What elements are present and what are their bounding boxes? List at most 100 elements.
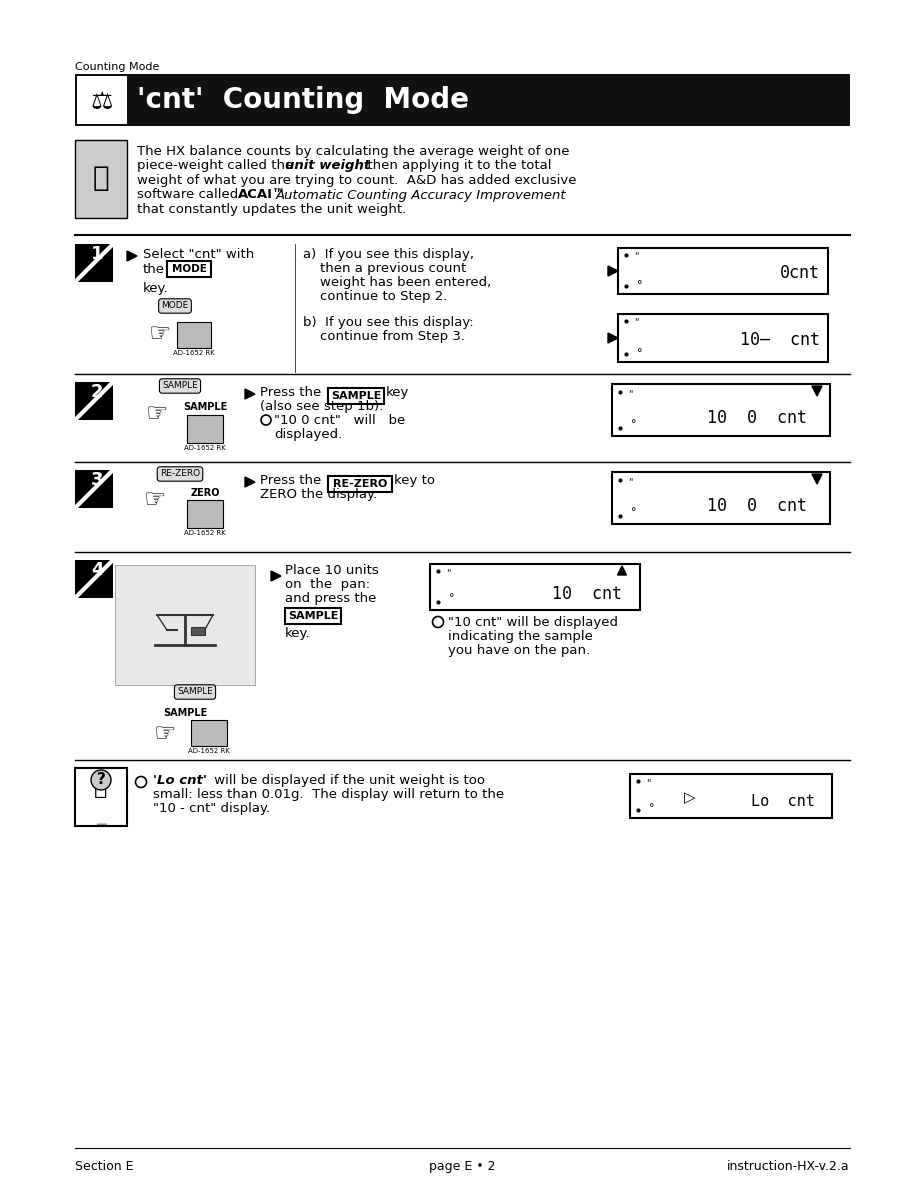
Text: Lo  cnt: Lo cnt (751, 794, 815, 809)
Text: 📋: 📋 (93, 164, 109, 192)
Circle shape (91, 770, 111, 790)
Bar (75, 140, 127, 219)
Text: 0cnt: 0cnt (780, 264, 820, 282)
Bar (191, 627, 205, 636)
Text: a)  If you see this display,: a) If you see this display, (303, 248, 474, 261)
Text: SAMPLE: SAMPLE (177, 688, 213, 696)
Bar (618, 314, 828, 362)
Text: MODE: MODE (172, 264, 207, 274)
Text: then a previous count: then a previous count (303, 263, 466, 274)
Text: ": " (628, 478, 633, 487)
Text: ❓: ❓ (95, 778, 107, 798)
Text: weight has been entered,: weight has been entered, (303, 276, 491, 289)
Text: SAMPLE: SAMPLE (330, 391, 381, 402)
Text: page E • 2: page E • 2 (429, 1159, 495, 1173)
Text: °: ° (637, 280, 643, 290)
Text: 10  0  cnt: 10 0 cnt (707, 497, 807, 516)
Text: (also see step 1b).: (also see step 1b). (260, 400, 383, 413)
Text: ☞: ☞ (149, 322, 171, 346)
Text: the: the (143, 263, 165, 276)
Text: ": " (633, 251, 638, 261)
Polygon shape (271, 571, 281, 581)
Bar (618, 248, 828, 293)
Bar (612, 384, 830, 436)
Text: 10–  cnt: 10– cnt (740, 331, 820, 349)
Bar (630, 775, 832, 819)
Text: °: ° (632, 507, 637, 517)
Text: Place 10 units: Place 10 units (285, 564, 379, 577)
Polygon shape (608, 333, 618, 343)
Bar (75, 470, 113, 508)
Text: key.: key. (285, 627, 310, 640)
Text: weight of what you are trying to count.  A&D has added exclusive: weight of what you are trying to count. … (137, 173, 577, 187)
Text: The HX balance counts by calculating the average weight of one: The HX balance counts by calculating the… (137, 145, 569, 158)
Text: small: less than 0.01g.  The display will return to the: small: less than 0.01g. The display will… (153, 788, 504, 801)
Polygon shape (245, 478, 255, 487)
Text: will be displayed if the unit weight is too: will be displayed if the unit weight is … (210, 775, 485, 786)
Text: 10  cnt: 10 cnt (552, 584, 622, 604)
Text: you have on the pan.: you have on the pan. (448, 644, 590, 657)
Bar (115, 565, 255, 685)
Text: SAMPLE: SAMPLE (162, 381, 198, 391)
Text: Counting Mode: Counting Mode (75, 62, 160, 72)
Text: , then applying it to the total: , then applying it to the total (359, 159, 552, 172)
Bar (187, 415, 223, 443)
Bar (75, 244, 113, 282)
Text: Press the: Press the (260, 474, 321, 487)
Text: ☞: ☞ (154, 722, 176, 746)
Bar (612, 472, 830, 524)
Text: instruction-HX-v.2.a: instruction-HX-v.2.a (727, 1159, 850, 1173)
Text: Automatic Counting Accuracy Improvement: Automatic Counting Accuracy Improvement (276, 189, 566, 202)
Text: ": " (628, 388, 633, 399)
Text: °: ° (637, 348, 643, 358)
Text: RE-ZERO: RE-ZERO (160, 469, 200, 479)
Text: "10 - cnt" display.: "10 - cnt" display. (153, 802, 270, 815)
Polygon shape (812, 386, 822, 396)
Text: AD-1652 RK: AD-1652 RK (174, 350, 215, 356)
Text: 'cnt'  Counting  Mode: 'cnt' Counting Mode (137, 86, 469, 114)
Text: on  the  pan:: on the pan: (285, 579, 370, 590)
Text: ACAI™: ACAI™ (238, 189, 286, 202)
Text: key.: key. (143, 282, 169, 295)
Bar (75, 383, 113, 421)
Bar (187, 500, 223, 527)
Text: °: ° (649, 803, 655, 813)
Polygon shape (127, 251, 137, 261)
Text: ⚖: ⚖ (91, 90, 113, 114)
Text: unit weight: unit weight (285, 159, 370, 172)
Bar (177, 322, 211, 348)
Text: °: ° (449, 593, 454, 604)
Text: SAMPLE: SAMPLE (288, 611, 338, 621)
Polygon shape (608, 266, 618, 276)
Text: 2: 2 (91, 383, 103, 402)
Text: ": " (633, 317, 638, 327)
Text: ZERO the display.: ZERO the display. (260, 488, 377, 501)
Bar (328, 388, 384, 404)
Text: Select "cnt" with: Select "cnt" with (143, 248, 254, 261)
Bar (77, 76, 127, 124)
Text: SAMPLE: SAMPLE (162, 708, 207, 718)
Text: key: key (386, 386, 409, 399)
Text: ☞: ☞ (144, 488, 166, 512)
Text: AD-1652 RK: AD-1652 RK (185, 446, 226, 451)
Bar (285, 608, 341, 624)
Polygon shape (812, 474, 822, 484)
Text: AD-1652 RK: AD-1652 RK (188, 748, 230, 754)
Polygon shape (245, 388, 255, 399)
Bar (430, 564, 640, 609)
Text: ☞: ☞ (146, 402, 168, 426)
Text: 1: 1 (91, 245, 103, 263)
Text: RE-ZERO: RE-ZERO (333, 479, 387, 489)
Text: indicating the sample: indicating the sample (448, 630, 593, 643)
Text: ▷: ▷ (684, 790, 696, 805)
Bar (75, 560, 113, 598)
Text: software called: software called (137, 189, 242, 202)
Text: b)  If you see this display:: b) If you see this display: (303, 316, 474, 329)
Bar (191, 720, 227, 746)
Text: 4: 4 (91, 561, 103, 579)
Bar (75, 74, 850, 126)
Text: key to: key to (394, 474, 435, 487)
Text: and press the: and press the (285, 592, 376, 605)
Text: 3: 3 (91, 470, 103, 489)
Text: "10 cnt" will be displayed: "10 cnt" will be displayed (448, 617, 618, 628)
